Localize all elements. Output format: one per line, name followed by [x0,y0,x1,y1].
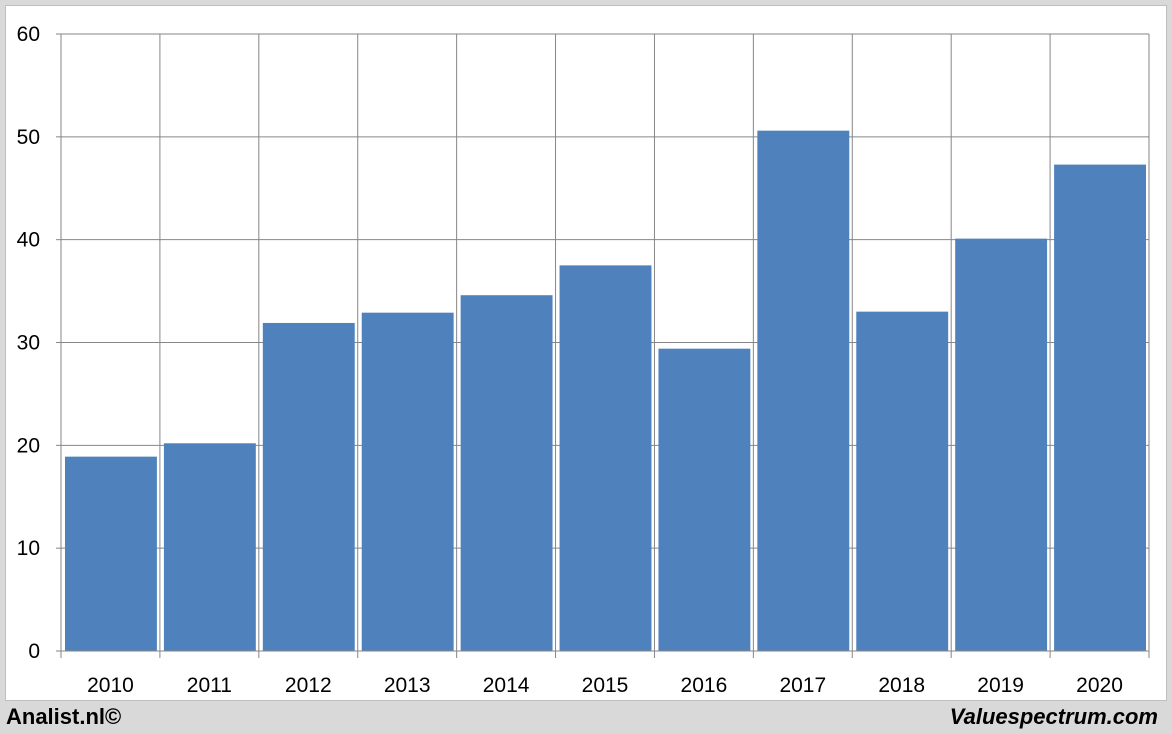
y-tick-label: 30 [17,332,40,355]
x-tick-label: 2012 [285,674,332,697]
x-tick-label: 2015 [582,674,629,697]
bar-2016 [658,348,751,651]
bar-2010 [65,456,157,651]
x-tick-label: 2013 [384,674,431,697]
x-tick-label: 2019 [977,674,1024,697]
x-tick-label: 2010 [87,674,134,697]
bar-2017 [757,130,850,651]
x-tick-label: 2014 [483,674,530,697]
bar-2015 [559,265,652,651]
bar-2019 [955,238,1048,651]
x-tick-label: 2016 [681,674,728,697]
y-tick-label: 50 [17,126,40,149]
y-tick-label: 20 [17,434,40,457]
bar-2014 [460,295,553,651]
y-tick-label: 40 [17,229,40,252]
x-tick-label: 2017 [779,674,826,697]
footer-right-credit: Valuespectrum.com [949,704,1158,729]
x-tick-label: 2018 [878,674,925,697]
bar-2013 [361,312,454,651]
footer-left-credit: Analist.nl© [6,704,122,729]
y-tick-label: 0 [28,640,40,663]
bar-2018 [856,311,949,651]
x-tick-label: 2020 [1076,674,1123,697]
x-tick-label: 2011 [187,674,232,697]
bar-2011 [163,443,256,651]
bar-2020 [1054,164,1146,651]
y-tick-label: 10 [17,537,40,560]
bar-2012 [262,322,355,651]
y-tick-label: 60 [17,23,40,46]
